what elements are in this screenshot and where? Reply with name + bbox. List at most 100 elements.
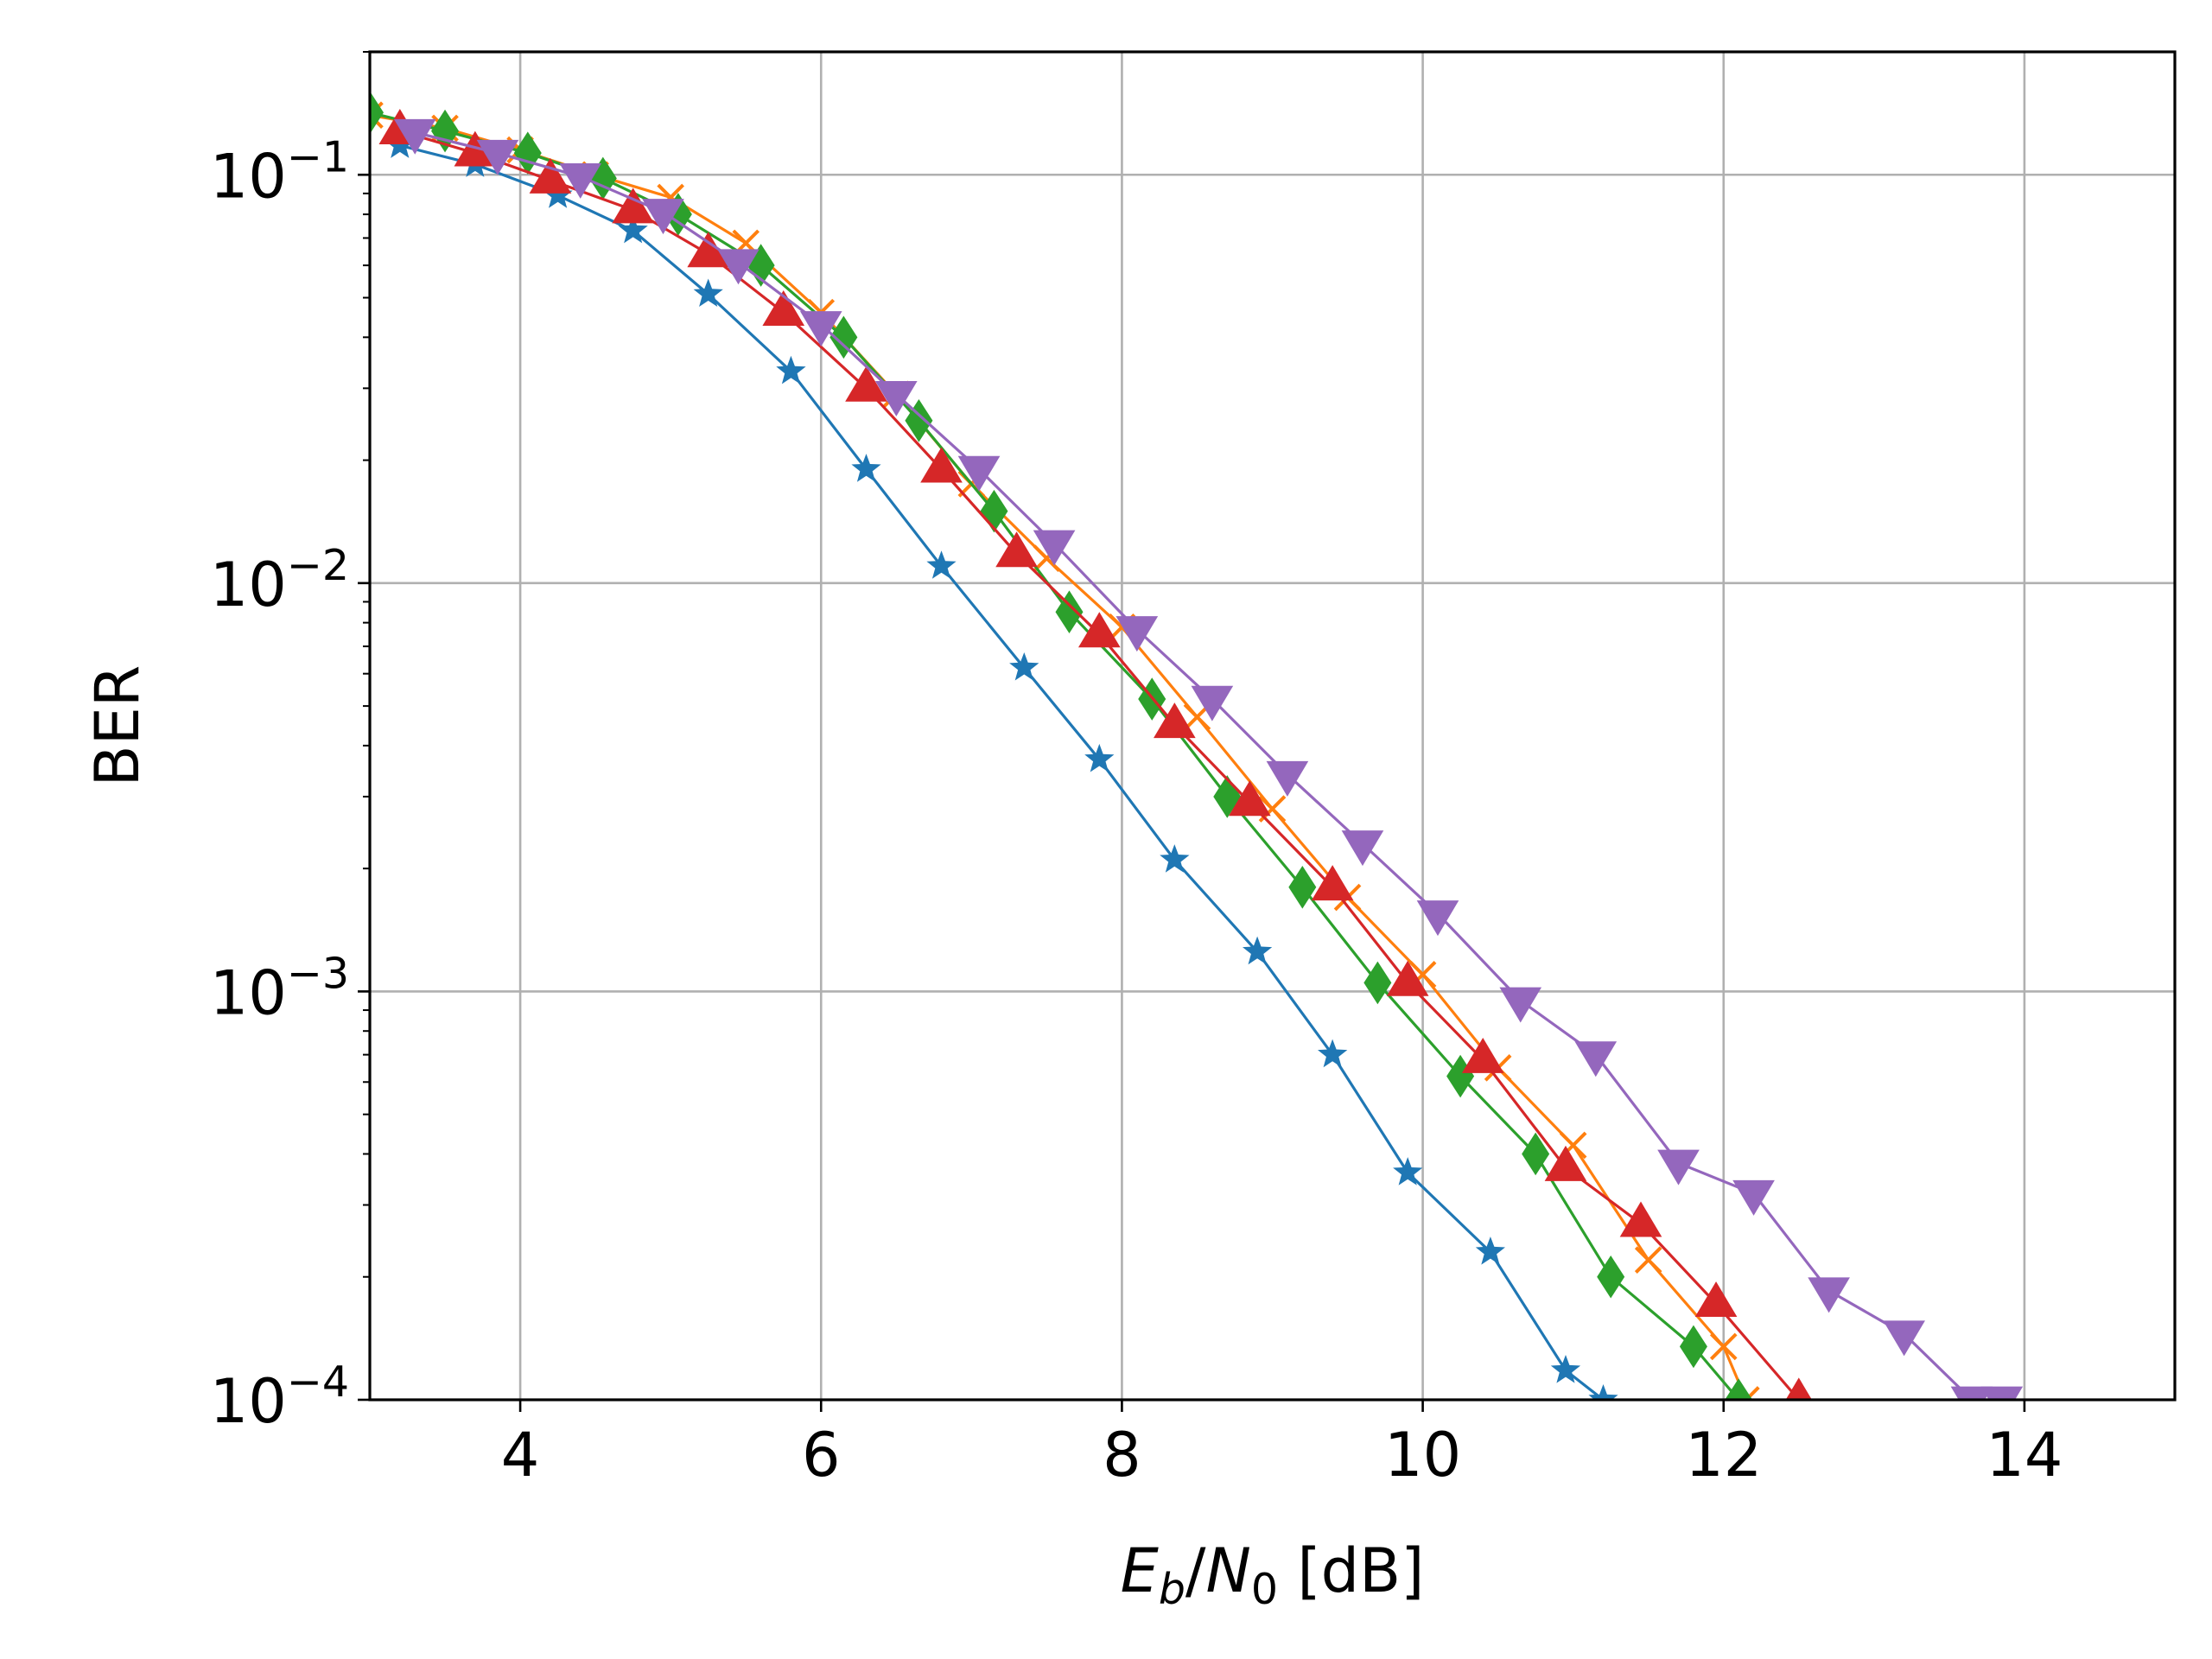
x-marker <box>1744 1386 1760 1400</box>
triangle-down-marker <box>1416 900 1459 937</box>
triangle-up-marker <box>845 365 887 402</box>
x-tick-label: 8 <box>1103 1420 1141 1491</box>
triangle-down-marker <box>1266 760 1309 797</box>
diamond-marker <box>830 315 858 359</box>
triangle-up-marker <box>1154 702 1196 739</box>
star-marker <box>1243 936 1273 965</box>
x-label-n: N <box>1206 1535 1251 1606</box>
diamond-marker <box>1597 1255 1625 1299</box>
x-label-unit: [dB] <box>1278 1535 1424 1606</box>
triangle-down-marker <box>1116 616 1159 652</box>
diamond-marker <box>905 398 933 442</box>
triangle-up-marker <box>1077 612 1121 648</box>
triangle-down-marker <box>1191 685 1234 721</box>
triangle-up-marker <box>995 531 1038 568</box>
triangle-up-marker <box>1461 1037 1504 1073</box>
x-tick-label: 14 <box>1986 1420 2063 1491</box>
y-tick-exponent: −4 <box>287 1357 349 1407</box>
triangle-down-marker <box>1732 1179 1775 1216</box>
triangle-down-marker <box>1883 1320 1925 1357</box>
diamond-marker <box>980 489 1008 533</box>
triangle-down-marker <box>957 455 1001 492</box>
y-tick-label: 10−4 <box>210 1357 349 1437</box>
y-tick-exponent: −2 <box>287 541 349 590</box>
x-tick-label: 6 <box>802 1420 841 1491</box>
diamond-marker <box>1725 1378 1753 1400</box>
triangle-down-marker <box>1808 1277 1850 1313</box>
triangle-down-marker <box>1980 1386 2024 1400</box>
triangle-down-marker <box>1341 830 1384 867</box>
x-marker <box>370 112 384 130</box>
triangle-up-marker <box>1311 865 1354 901</box>
triangle-down-marker <box>476 139 519 175</box>
triangle-up-marker <box>762 290 805 326</box>
triangle-down-marker <box>1657 1149 1700 1185</box>
star-marker <box>1009 652 1039 681</box>
series-3 <box>370 91 1753 1400</box>
star-marker <box>543 180 573 208</box>
series-5 <box>393 118 2024 1400</box>
triangle-down-marker <box>799 311 842 347</box>
y-tick-base: 10 <box>210 957 287 1028</box>
y-tick-exponent: −3 <box>287 949 349 998</box>
triangle-up-marker <box>1386 960 1429 996</box>
triangle-up-marker <box>1785 1377 1812 1400</box>
triangle-down-marker <box>1574 1041 1618 1077</box>
diamond-marker <box>747 244 775 287</box>
x-label-slash: / <box>1185 1535 1206 1606</box>
star-marker <box>1550 1355 1581 1383</box>
triangle-up-marker <box>1544 1145 1587 1181</box>
triangle-down-marker <box>642 199 684 235</box>
x-tick-label: 4 <box>501 1420 540 1491</box>
star-marker <box>776 355 806 385</box>
triangle-down-marker <box>1499 987 1542 1023</box>
triangle-up-marker <box>687 232 730 268</box>
diamond-marker <box>1213 775 1242 818</box>
triangle-down-marker <box>1950 1386 1993 1400</box>
triangle-down-marker <box>717 249 760 285</box>
y-tick-label: 10−2 <box>210 541 349 620</box>
triangle-up-marker <box>1619 1201 1662 1237</box>
star-marker <box>1475 1236 1505 1265</box>
series-layer <box>370 91 2024 1400</box>
star-marker <box>618 214 648 244</box>
triangle-down-marker <box>559 162 602 199</box>
star-marker <box>926 550 957 579</box>
x-marker <box>1709 1332 1738 1361</box>
plot-frame <box>368 50 2177 1402</box>
diamond-marker <box>664 193 692 236</box>
x-label-sub-0: 0 <box>1251 1565 1278 1614</box>
diamond-marker <box>1522 1132 1550 1176</box>
triangle-down-marker <box>874 380 918 416</box>
x-label-sub-b: b <box>1159 1565 1185 1614</box>
y-tick-exponent: −1 <box>287 132 349 181</box>
x-label-e: E <box>1121 1535 1160 1606</box>
axis-labels: Eb/N0 [dB] BER <box>82 665 1424 1614</box>
x-tick-label: 10 <box>1384 1420 1461 1491</box>
star-marker <box>1588 1384 1618 1400</box>
triangle-down-marker <box>393 118 436 155</box>
y-tick-label: 10−3 <box>210 949 349 1028</box>
x-marker <box>1634 1246 1662 1274</box>
triangle-up-marker <box>1694 1281 1738 1318</box>
star-marker <box>851 454 881 482</box>
star-marker <box>1160 844 1190 873</box>
y-tick-base: 10 <box>210 550 287 620</box>
series-4 <box>378 108 1812 1400</box>
diamond-marker <box>1288 865 1317 909</box>
x-axis-label: Eb/N0 [dB] <box>1121 1535 1425 1614</box>
diamond-marker <box>1055 590 1084 633</box>
y-tick-base: 10 <box>210 141 287 212</box>
star-marker <box>1084 743 1115 772</box>
triangle-up-marker <box>1229 780 1271 817</box>
diamond-marker <box>1363 961 1392 1005</box>
diamond-marker <box>1679 1325 1707 1369</box>
star-marker <box>693 278 723 307</box>
series-line <box>414 130 2002 1400</box>
y-tick-base: 10 <box>210 1366 287 1437</box>
y-axis-label: BER <box>82 665 153 787</box>
